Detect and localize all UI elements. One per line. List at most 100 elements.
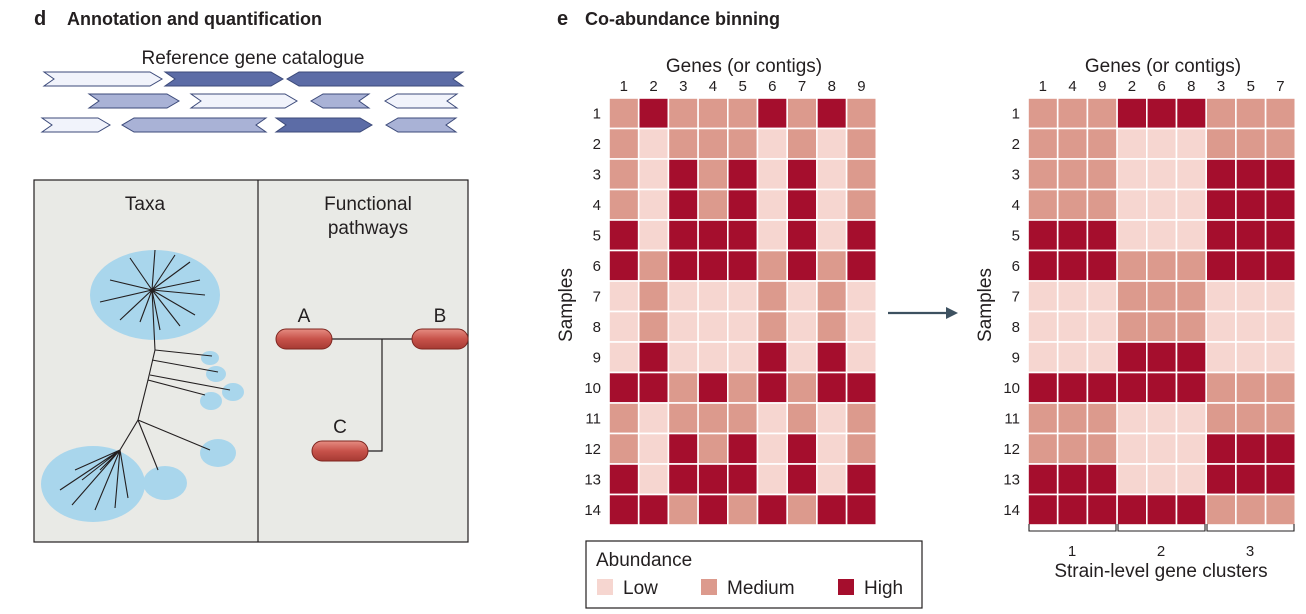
sample-row-label: 8: [593, 319, 601, 336]
heatmap-cell: [608, 341, 640, 374]
heatmap-cell: [1264, 402, 1297, 435]
gene-arrow: [87, 93, 180, 109]
heatmap-cell: [1235, 219, 1267, 252]
heatmap-cell: [1235, 127, 1267, 160]
legend-high-swatch: [838, 579, 854, 595]
heatmap-cell: [726, 249, 759, 282]
sample-row-label: 1: [593, 105, 601, 122]
heatmap-cell: [667, 97, 699, 130]
heatmap-cell: [1086, 310, 1118, 343]
sample-row-label: 8: [1012, 319, 1020, 336]
heatmap-cell: [1264, 249, 1297, 282]
legend-medium-label: Medium: [727, 578, 795, 599]
heatmap-cell: [637, 341, 670, 374]
heatmap-cell: [1027, 402, 1059, 435]
abundance-legend: Abundance Low Medium High: [585, 540, 923, 609]
heatmap-cell: [1056, 158, 1089, 191]
heatmap-cell: [1264, 432, 1297, 465]
heatmap-cell: [1027, 493, 1059, 526]
heatmap-cell: [1175, 188, 1208, 221]
heatmap-cell: [786, 432, 818, 465]
gene-arrow: [286, 71, 465, 87]
sample-row-label: 6: [593, 258, 601, 275]
tree-branches: [59, 249, 231, 511]
heatmap-cell: [1056, 97, 1089, 130]
heatmap-cell: [816, 310, 848, 343]
heatmap-cell: [845, 341, 878, 374]
heatmap-cell: [697, 371, 729, 404]
heatmap-cell: [1086, 402, 1118, 435]
heatmap-cell: [845, 432, 878, 465]
cluster-2-bracket: [1117, 524, 1206, 532]
heatmap-cell: [1264, 310, 1297, 343]
taxa-clade-blob-small-4: [222, 383, 244, 401]
heatmap-cell: [1146, 493, 1178, 526]
gene-column-label: 5: [1247, 78, 1255, 95]
heatmap-cell: [1116, 158, 1148, 191]
heatmap-cell: [697, 219, 729, 252]
panel-e-title: Co-abundance binning: [585, 9, 780, 29]
heatmap-cell: [637, 493, 670, 526]
sample-row-label: 5: [1012, 227, 1020, 244]
heatmap-cell: [1116, 463, 1148, 496]
heatmap-cell: [816, 219, 848, 252]
heatmap-cell: [816, 341, 848, 374]
heatmap-cell: [637, 188, 670, 221]
heatmap-right-samples-label: Samples: [975, 268, 996, 342]
heatmap-cell: [845, 310, 878, 343]
gene-column-label: 1: [1039, 78, 1047, 95]
heatmap-cell: [1116, 432, 1148, 465]
heatmap-cell: [1205, 219, 1237, 252]
heatmap-cell: [786, 402, 818, 435]
heatmap-cell: [845, 280, 878, 313]
heatmap-cell: [1146, 219, 1178, 252]
heatmap-cell: [1146, 158, 1178, 191]
heatmap-cell: [697, 493, 729, 526]
heatmap-cell: [608, 402, 640, 435]
heatmap-cell: [756, 493, 789, 526]
taxonomic-tree: [41, 249, 244, 522]
heatmap-cell: [786, 219, 818, 252]
gene-column-label: 7: [1276, 78, 1284, 95]
gene-column-label: 6: [768, 78, 776, 95]
heatmap-cell: [1116, 127, 1148, 160]
heatmap-cell: [667, 463, 699, 496]
heatmap-cell: [1175, 341, 1208, 374]
heatmap-cell: [637, 127, 670, 160]
heatmap-cell: [756, 219, 789, 252]
heatmap-cell: [786, 310, 818, 343]
heatmap-cell: [667, 310, 699, 343]
heatmap-cell: [1027, 127, 1059, 160]
heatmap-cell: [1175, 493, 1208, 526]
gene-arrow: [121, 117, 268, 133]
heatmap-cell: [697, 158, 729, 191]
heatmap-cell: [608, 310, 640, 343]
gene-arrow: [163, 71, 284, 87]
heatmap-cell: [1146, 188, 1178, 221]
heatmap-cell: [726, 493, 759, 526]
heatmap-cell: [1235, 432, 1267, 465]
heatmap-cell: [667, 493, 699, 526]
heatmap-cell: [667, 402, 699, 435]
heatmap-cell: [816, 188, 848, 221]
heatmap-cell: [637, 97, 670, 130]
sample-row-label: 14: [1003, 502, 1020, 519]
heatmap-cell: [1235, 310, 1267, 343]
sample-row-label: 9: [1012, 349, 1020, 366]
heatmap-cell: [756, 371, 789, 404]
heatmap-cell: [1175, 371, 1208, 404]
heatmap-cell: [697, 341, 729, 374]
taxa-clade-blob-small-5: [206, 366, 226, 382]
gene-arrow: [42, 71, 163, 87]
sample-row-label: 2: [593, 136, 601, 153]
sample-row-label: 7: [1012, 288, 1020, 305]
taxa-clade-blob-small-3: [200, 392, 222, 410]
sample-row-label: 3: [593, 166, 601, 183]
heatmap-cell: [726, 371, 759, 404]
heatmap-cell: [1264, 371, 1297, 404]
sample-row-label: 1: [1012, 105, 1020, 122]
heatmap-cell: [1027, 97, 1059, 130]
heatmap-cell: [1235, 371, 1267, 404]
legend-low-swatch: [597, 579, 613, 595]
